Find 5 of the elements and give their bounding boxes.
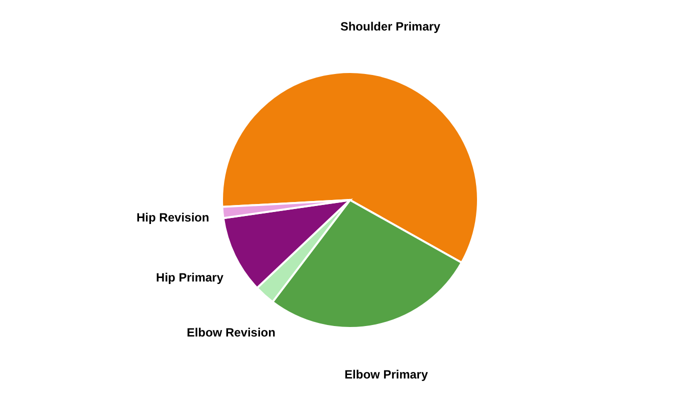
slice-label: Elbow Revision: [186, 325, 276, 340]
slice-label: Shoulder Primary: [340, 20, 441, 34]
slice-label: Elbow Primary: [344, 367, 428, 382]
slice-label: Hip Revision: [136, 210, 210, 224]
slice-label: Hip Primary: [156, 270, 224, 284]
